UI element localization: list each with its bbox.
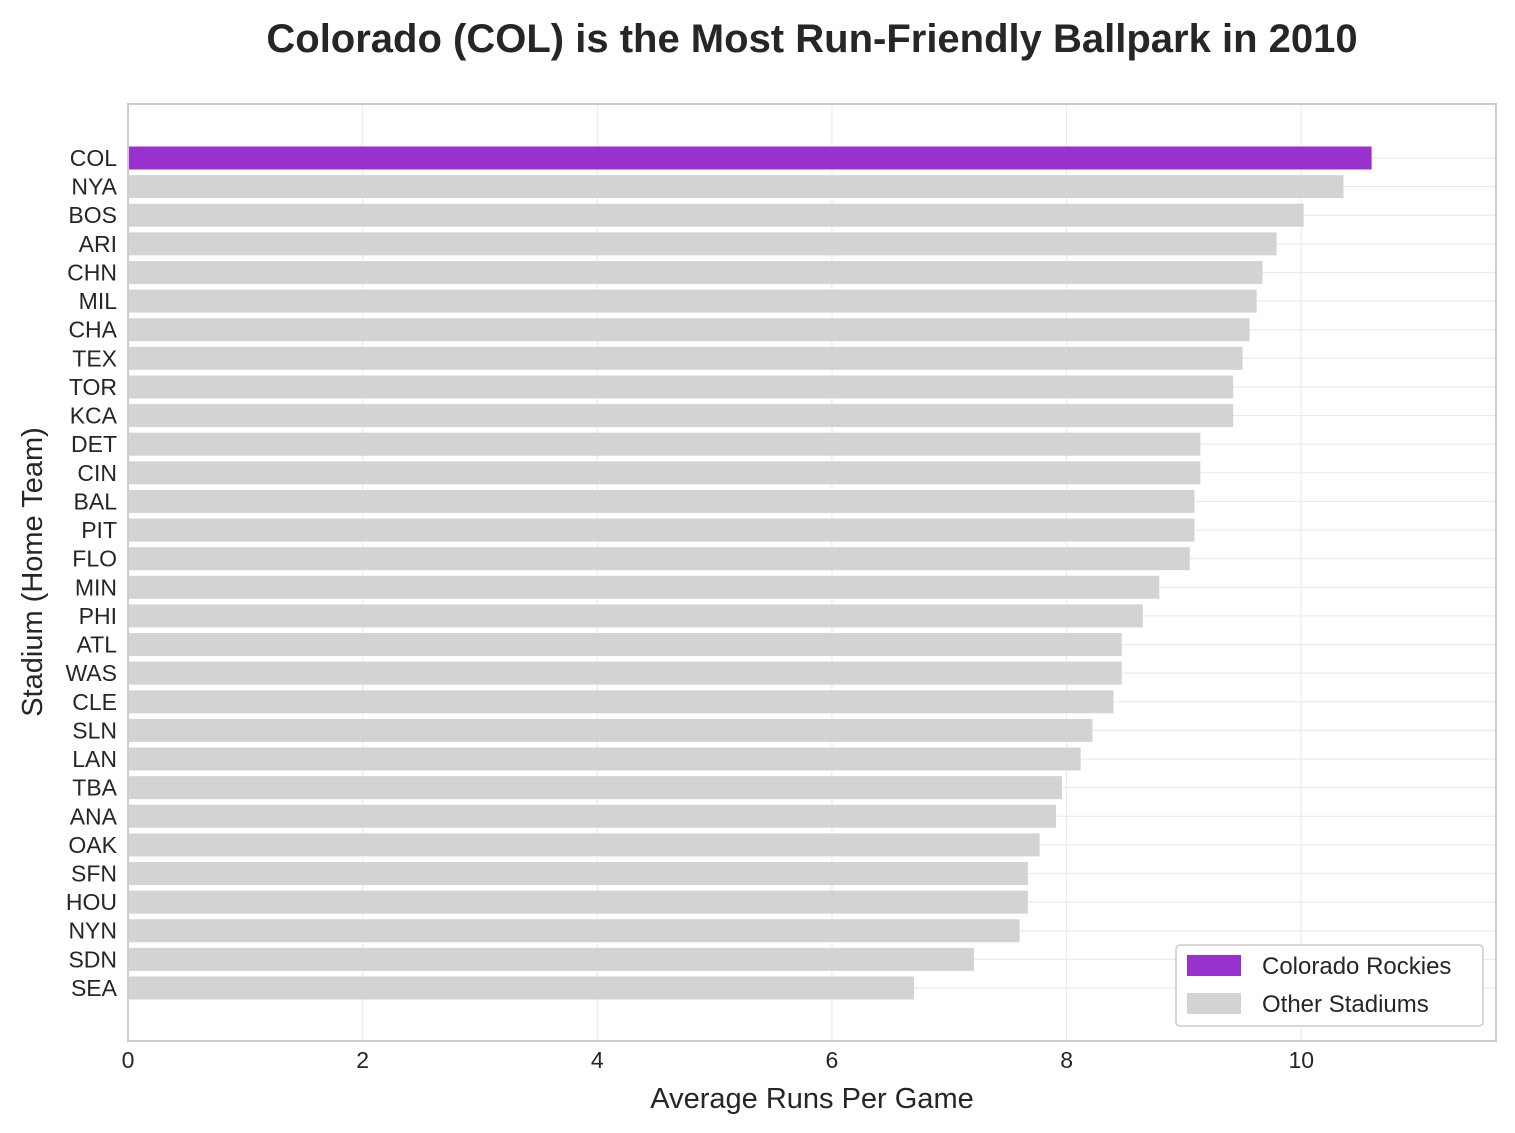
bar-oak <box>129 833 1040 857</box>
x-tick-label-2: 2 <box>356 1047 369 1073</box>
bar-was <box>129 661 1122 685</box>
bar-lan <box>129 747 1081 771</box>
y-tick-label-hou: HOU <box>66 889 117 915</box>
legend-swatch-colorado <box>1187 955 1241 976</box>
bar-phi <box>129 604 1143 628</box>
y-tick-label-bal: BAL <box>74 488 118 514</box>
x-tick-label-4: 4 <box>591 1047 604 1073</box>
y-tick-label-lan: LAN <box>72 746 117 772</box>
bar-ana <box>129 804 1057 828</box>
y-tick-label-cha: CHA <box>68 317 117 343</box>
y-tick-label-sea: SEA <box>71 975 118 1001</box>
bar-sfn <box>129 862 1028 885</box>
x-tick-label-6: 6 <box>826 1047 839 1073</box>
legend-label-other: Other Stadiums <box>1262 991 1429 1018</box>
x-tick-label-10: 10 <box>1288 1047 1314 1073</box>
bar-mil <box>129 289 1257 313</box>
bar-tor <box>129 375 1234 399</box>
y-tick-label-ari: ARI <box>79 231 117 257</box>
y-tick-label-kca: KCA <box>70 403 118 429</box>
bar-pit <box>129 518 1195 542</box>
y-tick-label-det: DET <box>71 431 117 457</box>
bar-bos <box>129 203 1304 227</box>
bar-atl <box>129 633 1122 657</box>
bar-nya <box>129 175 1344 199</box>
bar-hou <box>129 890 1028 914</box>
bars <box>129 146 1372 1000</box>
x-axis-label: Average Runs Per Game <box>650 1083 973 1115</box>
y-tick-label-pit: PIT <box>81 517 117 543</box>
bar-bal <box>129 489 1195 513</box>
legend-label-colorado: Colorado Rockies <box>1262 953 1451 980</box>
y-tick-label-atl: ATL <box>77 632 118 658</box>
bar-kca <box>129 404 1234 428</box>
x-tick-label-0: 0 <box>122 1047 135 1073</box>
y-tick-label-was: WAS <box>65 660 117 686</box>
y-tick-label-bos: BOS <box>68 202 117 228</box>
y-tick-label-sfn: SFN <box>71 861 117 887</box>
x-tick-labels: 0 2 4 6 8 10 <box>122 1047 1314 1073</box>
bar-cha <box>129 318 1250 342</box>
bar-min <box>129 575 1160 599</box>
y-tick-label-col: COL <box>70 145 118 171</box>
y-tick-label-ana: ANA <box>70 803 118 829</box>
bar-tex <box>129 346 1243 370</box>
y-tick-label-min: MIN <box>75 574 117 600</box>
bar-flo <box>129 547 1190 571</box>
y-tick-label-oak: OAK <box>68 832 117 858</box>
legend: Colorado Rockies Other Stadiums <box>1175 944 1484 1027</box>
y-tick-label-nyn: NYN <box>68 918 117 944</box>
legend-box <box>1175 944 1484 1027</box>
bar-sea <box>129 976 915 1000</box>
bar-tba <box>129 776 1062 800</box>
y-axis-label: Stadium (Home Team) <box>17 427 49 717</box>
y-tick-label-tor: TOR <box>69 374 117 400</box>
bar-nyn <box>129 919 1020 943</box>
y-tick-label-sdn: SDN <box>68 946 117 972</box>
y-tick-label-cin: CIN <box>77 460 117 486</box>
y-tick-label-mil: MIL <box>79 288 118 314</box>
y-tick-label-phi: PHI <box>79 603 117 629</box>
bar-ari <box>129 232 1277 256</box>
y-tick-label-sln: SLN <box>72 717 117 743</box>
y-tick-label-flo: FLO <box>72 546 117 572</box>
y-tick-label-tex: TEX <box>72 345 117 371</box>
bar-sdn <box>129 947 974 971</box>
y-tick-label-chn: CHN <box>67 259 117 285</box>
bar-col <box>129 146 1372 170</box>
bar-sln <box>129 718 1093 742</box>
y-tick-label-nya: NYA <box>71 174 117 200</box>
bar-chn <box>129 260 1263 284</box>
chart-title: Colorado (COL) is the Most Run-Friendly … <box>266 17 1357 61</box>
x-tick-label-8: 8 <box>1060 1047 1073 1073</box>
plot-frame <box>127 103 1497 1042</box>
y-tick-label-tba: TBA <box>72 775 117 801</box>
bar-cin <box>129 461 1201 485</box>
bar-cle <box>129 690 1114 714</box>
legend-swatch-other <box>1187 993 1241 1014</box>
bar-det <box>129 432 1201 456</box>
y-tick-label-cle: CLE <box>72 689 117 715</box>
